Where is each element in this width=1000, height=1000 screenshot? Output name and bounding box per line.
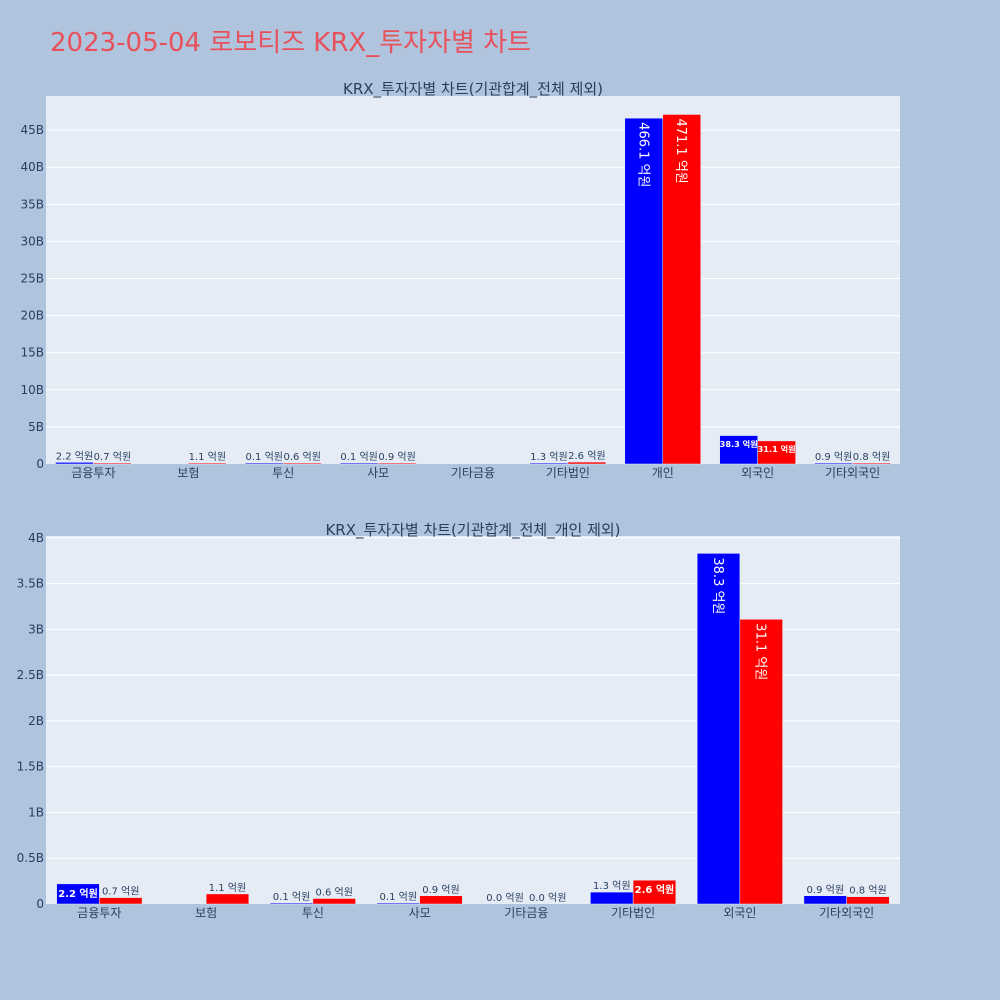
chart-title: KRX_투자자별 차트(기관합계_전체 제외)	[343, 80, 603, 99]
bar-label: 466.1 억원	[635, 122, 650, 187]
y-tick-label: 40B	[20, 160, 44, 174]
bar-label: 0.8 억원	[853, 451, 890, 463]
bar-label: 0.1 억원	[380, 891, 417, 903]
bar	[282, 462, 322, 465]
bar-label: 0.0 억원	[486, 892, 523, 904]
x-tick-label: 금융투자	[71, 466, 115, 480]
y-tick-label: 2.5B	[17, 668, 44, 682]
bar	[567, 461, 607, 465]
bar-label: 0.9 억원	[815, 451, 852, 463]
bar-label: 0.1 억원	[246, 451, 283, 463]
x-tick-label: 보험	[177, 466, 199, 480]
bar-label: 0.7 억원	[102, 886, 139, 898]
bar-label: 0.8 억원	[849, 885, 886, 897]
y-tick-label: 15B	[20, 346, 44, 360]
bar-label: 0.9 억원	[807, 884, 844, 896]
bar	[662, 114, 701, 465]
x-tick-label: 외국인	[741, 466, 774, 480]
x-tick-label: 기타외국인	[819, 906, 874, 920]
y-tick-label: 0.5B	[17, 851, 44, 865]
bar	[757, 440, 796, 465]
y-tick-label: 4B	[28, 531, 44, 545]
bar-label: 31.1 억원	[753, 623, 768, 680]
bar-label: 2.6 억원	[635, 883, 675, 896]
bar-label: 1.3 억원	[593, 880, 630, 892]
y-tick-label: 2B	[28, 714, 44, 728]
y-tick-label: 30B	[20, 234, 44, 248]
y-tick-label: 3.5B	[17, 577, 44, 591]
x-tick-label: 기타금융	[504, 906, 548, 920]
bar	[696, 553, 741, 905]
bar	[376, 902, 420, 905]
chart-top: 0 5B 10B 15B 20B 25B 30B 35B 40B 45B KRX_투자자별 차트(기…	[20, 80, 900, 480]
x-tick-label: 개인	[652, 466, 674, 480]
y-tick-label: 25B	[20, 272, 44, 286]
bar-label: 0.7 억원	[94, 451, 131, 463]
y-tick-label: 0	[36, 457, 44, 471]
x-tick-label: 사모	[409, 906, 431, 920]
bar-label: 471.1 억원	[673, 118, 688, 183]
x-tick-label: 기타외국인	[825, 466, 880, 480]
bar	[846, 896, 890, 905]
page-title: 2023-05-04 로보티즈 KRX_투자자별 차트	[50, 28, 532, 58]
bar	[852, 462, 891, 465]
bar-label: 38.3 억원	[720, 439, 758, 449]
bar-label: 38.3 억원	[710, 557, 725, 614]
y-tick-label: 1B	[28, 805, 44, 819]
y-tick-label: 5B	[28, 420, 44, 434]
bar	[624, 117, 664, 465]
y-tick-label: 0	[36, 897, 44, 911]
x-tick-label: 금융투자	[77, 906, 121, 920]
y-tick-label: 20B	[20, 309, 44, 323]
bar-label: 31.1 억원	[758, 444, 796, 454]
x-tick-label: 투신	[272, 466, 294, 480]
bar-label: 2.6 억원	[568, 450, 605, 462]
bar	[93, 462, 132, 465]
bar	[632, 879, 677, 905]
y-tick-label: 1.5B	[17, 760, 44, 774]
bar	[719, 435, 758, 465]
bar-label: 0.6 억원	[283, 451, 320, 463]
x-tick-label: 보험	[195, 906, 217, 920]
x-tick-label: 기타법인	[611, 906, 655, 920]
bar	[739, 619, 783, 905]
bar	[590, 891, 634, 905]
y-tick-label: 10B	[20, 383, 44, 397]
bar	[377, 462, 417, 465]
bar-label: 0.1 억원	[273, 891, 310, 903]
bar	[419, 895, 463, 905]
y-tick-label: 45B	[20, 123, 44, 137]
x-tick-label: 투신	[302, 906, 324, 920]
bar-label: 0.0 억원	[529, 892, 566, 904]
x-tick-label: 기타금융	[451, 466, 495, 480]
x-tick-label: 사모	[367, 466, 389, 480]
bar-label: 0.9 억원	[422, 884, 459, 896]
y-tick-label: 35B	[20, 197, 44, 211]
chart-title: KRX_투자자별 차트(기관합계_전체_개인 제외)	[325, 521, 620, 540]
y-tick-label: 3B	[28, 622, 44, 636]
x-tick-label: 기타법인	[546, 466, 590, 480]
bar	[56, 883, 100, 905]
x-tick-label: 외국인	[723, 906, 756, 920]
bar	[269, 902, 314, 905]
bar	[99, 897, 143, 905]
bar	[312, 898, 356, 905]
bar-label: 1.1 억원	[189, 451, 226, 463]
bar-label: 0.9 억원	[378, 451, 415, 463]
bar-label: 0.6 억원	[315, 887, 352, 899]
bar	[188, 462, 227, 465]
bar-label: 2.2 억원	[58, 887, 98, 900]
plot-area	[46, 96, 900, 464]
bar	[205, 893, 250, 905]
bar-label: 1.3 억원	[530, 451, 567, 463]
bar-label: 2.2 억원	[56, 450, 93, 462]
bar	[803, 895, 847, 905]
bar-label: 0.1 억원	[340, 451, 377, 463]
bar-label: 1.1 억원	[209, 882, 246, 894]
